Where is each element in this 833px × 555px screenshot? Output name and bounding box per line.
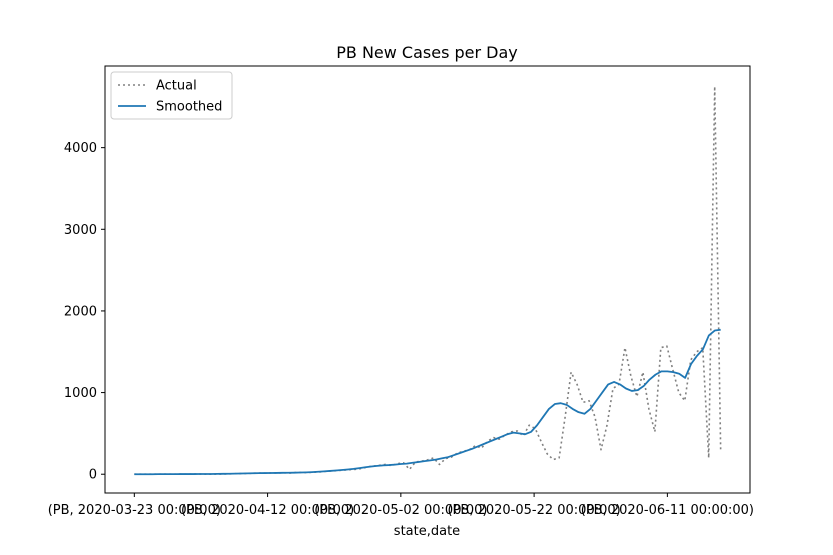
y-tick-label: 1000 xyxy=(64,386,97,401)
x-tick-label: (PB, 2020-05-22 00:00:00) xyxy=(447,503,620,518)
x-tick-label: (PB, 2020-03-23 00:00:00) xyxy=(48,503,221,518)
y-tick-label: 0 xyxy=(89,468,97,483)
x-axis-label: state,date xyxy=(394,524,460,539)
legend-box xyxy=(110,71,233,120)
x-tick-label: (PB, 2020-04-12 00:00:00) xyxy=(181,503,354,518)
x-tick-label: (PB, 2020-05-02 00:00:00) xyxy=(314,503,487,518)
legend: Actual Smoothed xyxy=(110,71,233,120)
legend-label-actual: Actual xyxy=(156,79,197,94)
plot-area xyxy=(134,85,722,476)
y-tick-label: 3000 xyxy=(64,223,97,238)
y-tick-label: 2000 xyxy=(64,304,97,319)
y-tick-label: 4000 xyxy=(64,141,97,156)
x-tick-label: (PB, 2020-06-11 00:00:00) xyxy=(581,503,754,518)
legend-label-smoothed: Smoothed xyxy=(156,100,222,115)
series-line-smoothed xyxy=(134,328,721,476)
plot-frame xyxy=(104,65,751,494)
chart-title: PB New Cases per Day xyxy=(336,43,518,62)
axis-ticks: 0 1000 2000 3000 4000 (PB, 2020-03-23 00:00:0… xyxy=(48,141,754,518)
